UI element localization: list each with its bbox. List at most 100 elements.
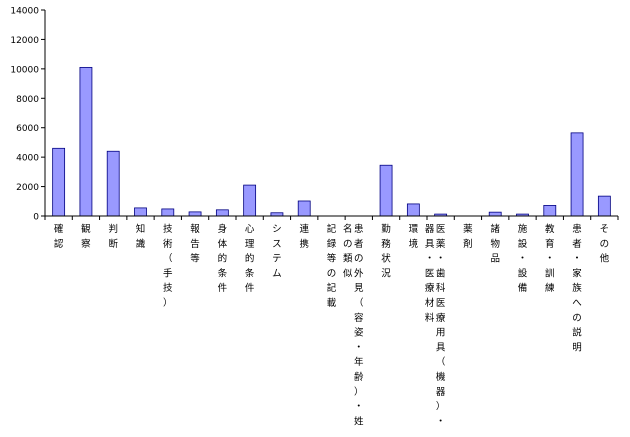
x-category-label: 知識 (136, 223, 146, 250)
x-label-char: 療 (425, 282, 435, 294)
y-tick-label: 12000 (10, 36, 39, 46)
x-label-char: （ (436, 356, 446, 368)
x-label-char: ・ (354, 342, 364, 353)
x-label-char: の (572, 313, 582, 324)
x-label-char: 見 (354, 283, 364, 294)
bar (597, 195, 611, 217)
x-label-char: の (600, 239, 610, 250)
x-label-char: 齢 (354, 371, 364, 383)
bar (570, 132, 584, 217)
x-label-char: 医 (436, 224, 446, 235)
y-tick-label: 10000 (10, 65, 39, 75)
x-label-char: 訓 (545, 267, 555, 279)
bar (106, 150, 120, 217)
x-label-char: 家 (572, 267, 582, 279)
x-label-char: 観 (81, 223, 91, 235)
x-label-char: ・ (518, 254, 528, 265)
bar (379, 164, 393, 217)
x-label-char: 器 (436, 387, 446, 398)
bars (52, 66, 611, 217)
y-tick-label: 0 (33, 213, 39, 223)
x-label-char: 科 (436, 282, 446, 294)
x-label-char: 断 (108, 238, 118, 250)
x-label-char: 的 (218, 253, 228, 265)
x-label-char: 件 (218, 282, 228, 294)
y-axis-ticks: 0 2000 4000 6000 8000 10000 12000 14000 (10, 7, 45, 223)
x-label-char: 条 (245, 267, 255, 279)
x-label-char: 判 (108, 223, 118, 235)
x-category-label: 技術（手技） (163, 223, 173, 309)
x-category-label: 教育・訓練 (545, 223, 555, 294)
x-label-char: 察 (81, 238, 91, 250)
x-label-char: そ (600, 224, 610, 235)
x-label-char: 剤 (463, 238, 473, 250)
x-label-char: 状 (381, 253, 391, 265)
bar (488, 211, 502, 217)
x-label-char: 機 (436, 371, 446, 383)
x-label-char: 等 (327, 253, 337, 265)
x-label-char: 品 (490, 254, 500, 265)
x-label-char: 知 (136, 223, 146, 235)
x-label-char: 載 (327, 297, 337, 309)
x-label-char: ・ (436, 416, 446, 427)
x-label-char: 療 (436, 312, 446, 324)
x-label-char: 育 (545, 238, 555, 250)
x-axis-labels: 確認観察判断知識技術（手技）報告等身体的条件心理的条件システム連携記録等の記載患… (44, 216, 619, 427)
x-label-char: 具 (436, 342, 446, 353)
x-label-char: 用 (436, 328, 446, 339)
x-category-label: 確認 (54, 223, 64, 250)
x-category-label: 連携 (299, 223, 309, 250)
x-category-label: 判断 (108, 223, 118, 250)
x-label-char: 設 (518, 267, 528, 279)
x-label-char: 認 (54, 238, 64, 250)
x-category-label: 諸物品 (490, 223, 500, 265)
x-label-char: 材 (425, 297, 435, 309)
x-category-label: 観察 (81, 223, 91, 250)
x-label-char: 務 (381, 238, 391, 250)
x-label-char: 勤 (381, 223, 391, 235)
x-label-char: 明 (572, 342, 582, 353)
x-label-char: 記 (327, 223, 337, 235)
x-label-char: ・ (572, 254, 582, 265)
x-label-char: 告 (190, 238, 200, 250)
bar (52, 147, 66, 217)
bar (406, 203, 420, 217)
x-label-char: 確 (54, 223, 64, 235)
x-category-label: 薬剤 (463, 223, 473, 250)
x-label-char: 連 (299, 223, 309, 235)
bar (243, 184, 257, 217)
x-label-char: 識 (136, 238, 146, 250)
x-label-char: 手 (163, 267, 173, 279)
x-label-char: 者 (572, 239, 582, 250)
x-label-char: ・ (354, 402, 364, 413)
x-label-char: ） (354, 386, 364, 398)
x-label-char: ・ (436, 254, 446, 265)
bar (134, 207, 147, 217)
x-label-char: ） (436, 401, 446, 413)
x-label-char: 記 (327, 282, 337, 294)
x-label-char: 携 (299, 238, 309, 250)
x-label-char: 族 (572, 282, 582, 294)
y-tick-label: 8000 (16, 95, 39, 105)
x-label-char: ム (272, 268, 282, 279)
x-label-char: 環 (409, 224, 419, 235)
x-label-char: 体 (218, 238, 228, 250)
x-label-char: 似 (343, 268, 353, 279)
x-label-char: 患 (354, 223, 364, 235)
x-label-char: 医 (425, 268, 435, 279)
x-label-char: 外 (354, 267, 364, 279)
x-label-char: 境 (409, 238, 419, 250)
x-label-char: 物 (490, 238, 500, 250)
x-label-char: の (327, 268, 337, 279)
y-tick-label: 2000 (16, 183, 39, 193)
x-label-char: 医 (436, 298, 446, 309)
x-category-label: 施設・設備 (518, 223, 528, 294)
x-label-char: の (354, 254, 364, 265)
